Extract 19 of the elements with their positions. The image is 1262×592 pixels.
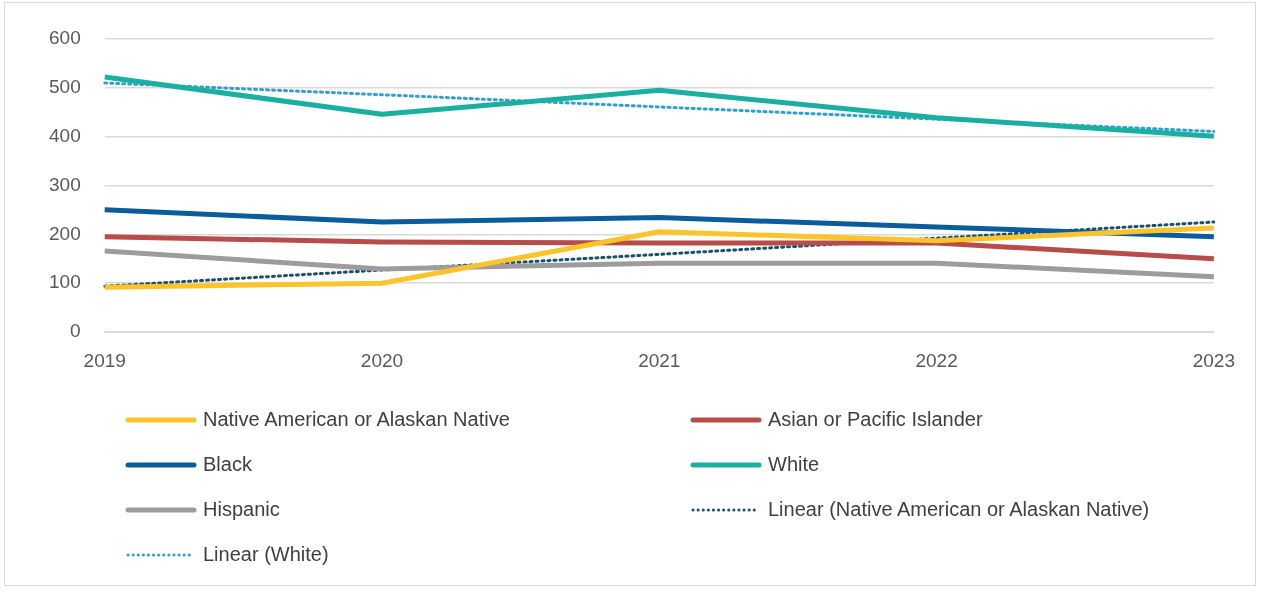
legend-label: White (768, 453, 820, 476)
y-tick-label: 400 (49, 124, 81, 146)
y-tick-label: 0 (70, 320, 81, 342)
y-tick-label: 200 (49, 222, 81, 244)
legend-label: Hispanic (203, 498, 280, 521)
x-tick-label: 2023 (1192, 349, 1236, 371)
legend-label: Black (203, 453, 252, 476)
y-tick-label: 500 (49, 75, 81, 97)
x-tick-label: 2020 (360, 349, 404, 371)
x-tick-label: 2021 (638, 349, 681, 371)
legend-label: Linear (Native American or Alaskan Native) (768, 498, 1150, 521)
y-tick-label: 100 (49, 271, 81, 293)
y-tick-label: 300 (49, 173, 81, 195)
x-tick-label: 2019 (83, 349, 126, 371)
x-tick-label: 2022 (915, 349, 958, 371)
y-tick-label: 600 (49, 26, 81, 48)
legend-label: Native American or Alaskan Native (203, 408, 510, 431)
legend-label: Asian or Pacific Islander (768, 408, 983, 431)
legend-label: Linear (White) (203, 543, 329, 566)
